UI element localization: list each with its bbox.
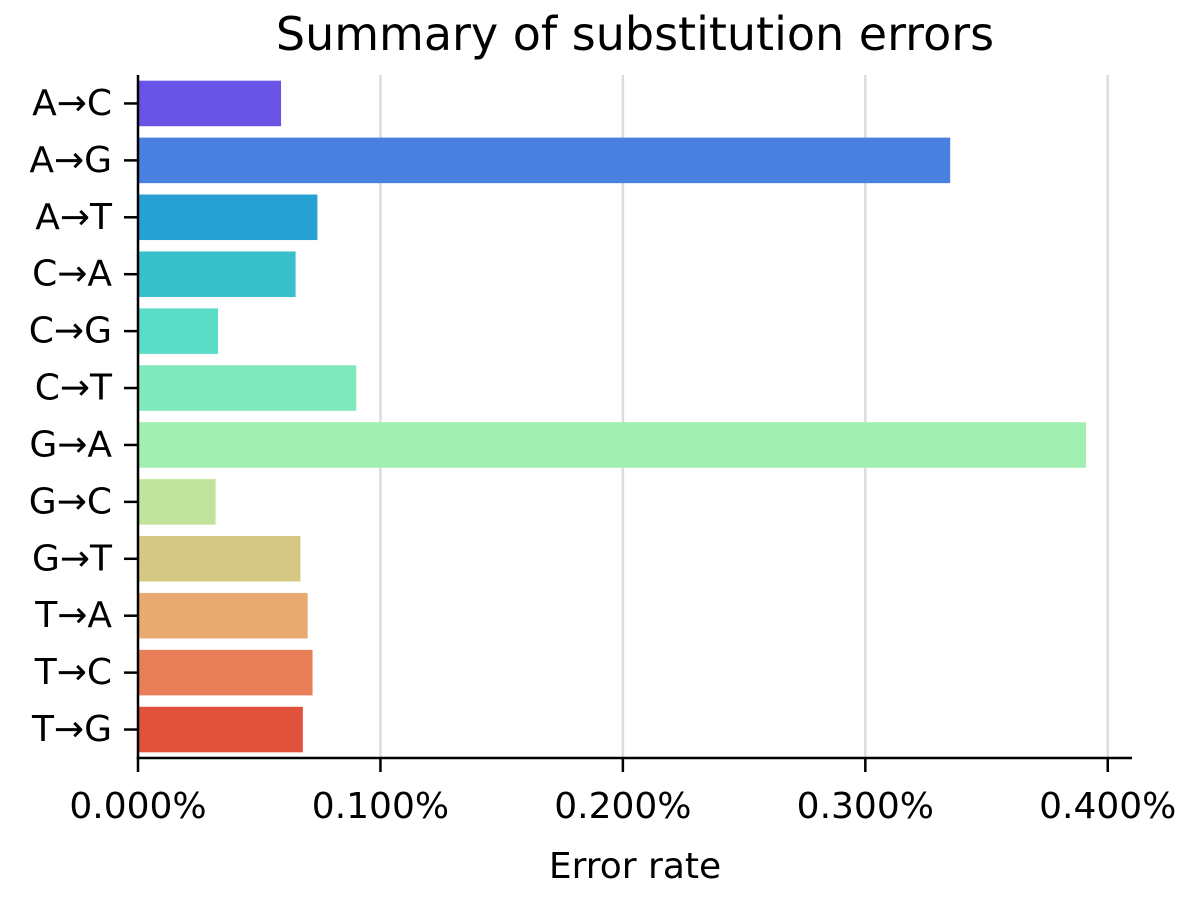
y-tick-label: C→G	[29, 311, 112, 352]
x-tick-label: 0.000%	[69, 786, 206, 827]
chart-title: Summary of substitution errors	[276, 7, 994, 61]
bar	[139, 194, 318, 241]
x-axis-label: Error rate	[549, 846, 721, 887]
bar	[139, 251, 296, 297]
y-tick-label: T→G	[31, 709, 112, 750]
y-tick-label: G→C	[29, 481, 112, 522]
bar	[139, 592, 308, 639]
bar	[139, 422, 1086, 468]
x-tick-label: 0.100%	[312, 786, 449, 827]
bar	[139, 479, 216, 525]
x-axis-ticks: 0.000% 0.100% 0.200% 0.300% 0.400%	[69, 758, 1176, 827]
y-axis-ticks: A→C A→G A→T C→A C→G C→T G→A G→C G→T T→A T→C T→G	[29, 83, 138, 750]
y-tick-label: A→G	[29, 140, 112, 181]
x-tick-label: 0.400%	[1039, 786, 1176, 827]
y-tick-label: T→A	[34, 595, 112, 636]
bar	[139, 80, 282, 127]
bars	[139, 80, 1086, 753]
bar	[139, 308, 219, 354]
axes	[136, 75, 1132, 760]
grid-lines	[379, 75, 1110, 758]
y-tick-label: G→T	[32, 538, 113, 579]
bar	[139, 649, 313, 696]
bar	[139, 536, 301, 582]
bar	[139, 365, 357, 411]
bar	[139, 137, 951, 184]
y-tick-label: C→T	[35, 368, 113, 409]
y-tick-label: G→A	[29, 424, 112, 465]
x-tick-label: 0.200%	[554, 786, 691, 827]
y-tick-label: A→T	[35, 197, 113, 238]
y-tick-label: T→C	[34, 652, 112, 693]
x-tick-label: 0.300%	[797, 786, 934, 827]
y-tick-label: A→C	[32, 83, 112, 124]
y-tick-label: C→A	[32, 254, 112, 295]
bar	[139, 706, 303, 753]
